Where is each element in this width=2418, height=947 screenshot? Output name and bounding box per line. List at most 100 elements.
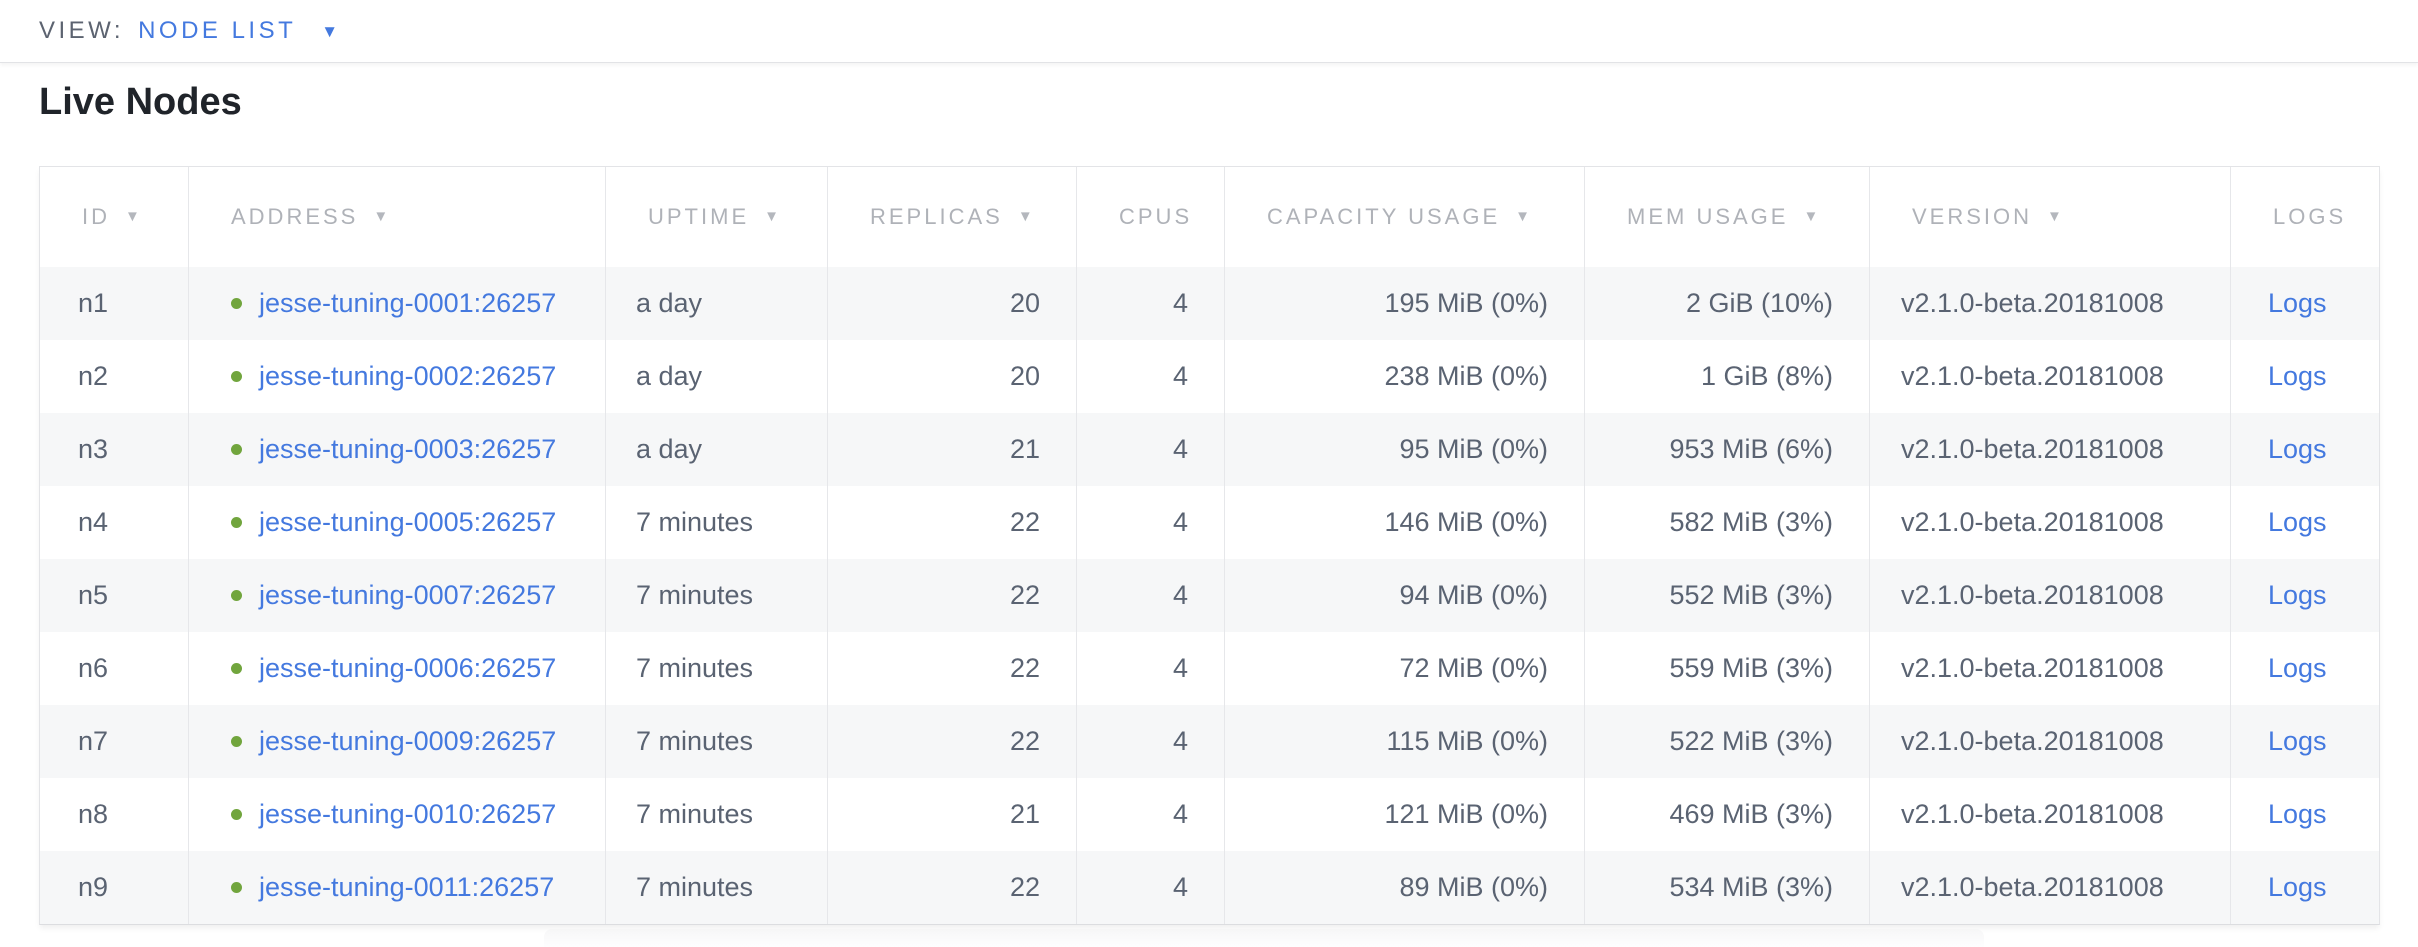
column-header-uptime[interactable]: UPTIME ▼ [605, 167, 827, 267]
page-title: Live Nodes [39, 81, 242, 123]
cell-logs: Logs [2230, 632, 2379, 705]
cell-version: v2.1.0-beta.20181008 [1869, 632, 2230, 705]
cell-logs: Logs [2230, 486, 2379, 559]
column-header-label: ADDRESS [231, 204, 359, 229]
view-selector-bar: VIEW: NODE LIST ▼ [0, 0, 2418, 63]
column-header-mem[interactable]: MEM USAGE ▼ [1584, 167, 1869, 267]
cell-mem: 2 GiB (10%) [1584, 267, 1869, 340]
column-header-replicas[interactable]: REPLICAS ▼ [827, 167, 1076, 267]
cell-mem: 1 GiB (8%) [1584, 340, 1869, 413]
cell-id: n4 [78, 507, 109, 537]
node-logs-link[interactable]: Logs [2268, 872, 2327, 902]
node-address-link[interactable]: jesse-tuning-0009:26257 [259, 726, 557, 756]
cell-capacity: 195 MiB (0%) [1224, 267, 1584, 340]
node-live-status-icon [231, 590, 242, 601]
column-header-capacity[interactable]: CAPACITY USAGE ▼ [1224, 167, 1584, 267]
cell-logs: Logs [2230, 559, 2379, 632]
node-live-status-icon [231, 809, 242, 820]
cell-uptime: 7 minutes [605, 559, 827, 632]
column-header-id[interactable]: ID ▼ [40, 167, 188, 267]
sort-desc-icon: ▼ [2047, 207, 2065, 225]
cell-logs: Logs [2230, 413, 2379, 486]
main-content: Live Nodes ID ▼ ADDRESS ▼ UPTIME ▼ REPLICAS ▼ CP… [0, 63, 2418, 947]
node-logs-link[interactable]: Logs [2268, 507, 2327, 537]
node-logs-link[interactable]: Logs [2268, 580, 2327, 610]
node-logs-link[interactable]: Logs [2268, 288, 2327, 318]
cell-logs: Logs [2230, 778, 2379, 851]
cell-address: jesse-tuning-0005:26257 [188, 486, 605, 559]
cell-replicas: 22 [827, 705, 1076, 778]
column-header-logs: LOGS [2230, 167, 2379, 267]
node-live-status-icon [231, 371, 242, 382]
cell-mem: 559 MiB (3%) [1584, 632, 1869, 705]
node-logs-link[interactable]: Logs [2268, 726, 2327, 756]
cell-capacity: 72 MiB (0%) [1224, 632, 1584, 705]
cell-replicas: 22 [827, 632, 1076, 705]
column-header-label: VERSION [1912, 204, 2033, 229]
node-logs-link[interactable]: Logs [2268, 653, 2327, 683]
view-dropdown-value: NODE LIST [138, 17, 297, 44]
cell-address: jesse-tuning-0007:26257 [188, 559, 605, 632]
cell-cpus: 4 [1076, 340, 1224, 413]
column-header-label: REPLICAS [870, 204, 1003, 229]
node-address-link[interactable]: jesse-tuning-0002:26257 [259, 361, 557, 391]
node-address-link[interactable]: jesse-tuning-0001:26257 [259, 288, 557, 318]
cell-id: n8 [78, 799, 109, 829]
column-header-label: CAPACITY USAGE [1267, 204, 1501, 229]
cell-id: n7 [78, 726, 109, 756]
cell-id: n1 [78, 288, 109, 318]
node-address-link[interactable]: jesse-tuning-0010:26257 [259, 799, 557, 829]
cell-uptime: 7 minutes [605, 705, 827, 778]
cell-mem: 534 MiB (3%) [1584, 851, 1869, 924]
sort-desc-icon: ▼ [1017, 207, 1036, 225]
cell-version: v2.1.0-beta.20181008 [1869, 851, 2230, 924]
cell-id: n5 [78, 580, 109, 610]
table-row-n7: n7 jesse-tuning-0009:26257 7 minutes 22 4 115… [40, 705, 2379, 778]
sort-desc-icon: ▼ [1803, 207, 1822, 225]
cell-capacity: 121 MiB (0%) [1224, 778, 1584, 851]
cell-capacity: 115 MiB (0%) [1224, 705, 1584, 778]
sort-desc-icon: ▼ [125, 207, 143, 225]
cell-mem: 582 MiB (3%) [1584, 486, 1869, 559]
cell-capacity: 238 MiB (0%) [1224, 340, 1584, 413]
column-header-label: UPTIME [648, 204, 750, 229]
cell-version: v2.1.0-beta.20181008 [1869, 778, 2230, 851]
node-address-link[interactable]: jesse-tuning-0005:26257 [259, 507, 557, 537]
table-row-n1: n1 jesse-tuning-0001:26257 a day 20 4 195 MiB… [40, 267, 2379, 340]
node-address-link[interactable]: jesse-tuning-0011:26257 [259, 872, 555, 902]
node-logs-link[interactable]: Logs [2268, 799, 2327, 829]
cell-logs: Logs [2230, 705, 2379, 778]
column-header-cpus: CPUS [1076, 167, 1224, 267]
node-address-link[interactable]: jesse-tuning-0007:26257 [259, 580, 557, 610]
cell-id: n2 [78, 361, 109, 391]
cell-replicas: 22 [827, 851, 1076, 924]
cell-replicas: 20 [827, 340, 1076, 413]
node-logs-link[interactable]: Logs [2268, 361, 2327, 391]
node-live-status-icon [231, 882, 242, 893]
cell-uptime: a day [605, 413, 827, 486]
node-live-status-icon [231, 444, 242, 455]
node-address-link[interactable]: jesse-tuning-0003:26257 [259, 434, 557, 464]
cell-id: n9 [78, 872, 109, 902]
node-address-link[interactable]: jesse-tuning-0006:26257 [259, 653, 557, 683]
cell-version: v2.1.0-beta.20181008 [1869, 486, 2230, 559]
cell-replicas: 21 [827, 778, 1076, 851]
column-header-version[interactable]: VERSION ▼ [1869, 167, 2230, 267]
cell-capacity: 95 MiB (0%) [1224, 413, 1584, 486]
cell-cpus: 4 [1076, 851, 1224, 924]
chevron-down-icon: ▼ [321, 21, 339, 41]
cell-uptime: 7 minutes [605, 851, 827, 924]
cell-uptime: 7 minutes [605, 486, 827, 559]
cell-address: jesse-tuning-0010:26257 [188, 778, 605, 851]
cell-version: v2.1.0-beta.20181008 [1869, 267, 2230, 340]
column-header-address[interactable]: ADDRESS ▼ [188, 167, 605, 267]
cell-address: jesse-tuning-0011:26257 [188, 851, 605, 924]
node-logs-link[interactable]: Logs [2268, 434, 2327, 464]
cell-cpus: 4 [1076, 705, 1224, 778]
cell-address: jesse-tuning-0003:26257 [188, 413, 605, 486]
cell-mem: 953 MiB (6%) [1584, 413, 1869, 486]
column-header-label: ID [82, 204, 110, 229]
view-dropdown[interactable]: NODE LIST ▼ [138, 17, 338, 45]
cell-replicas: 22 [827, 559, 1076, 632]
